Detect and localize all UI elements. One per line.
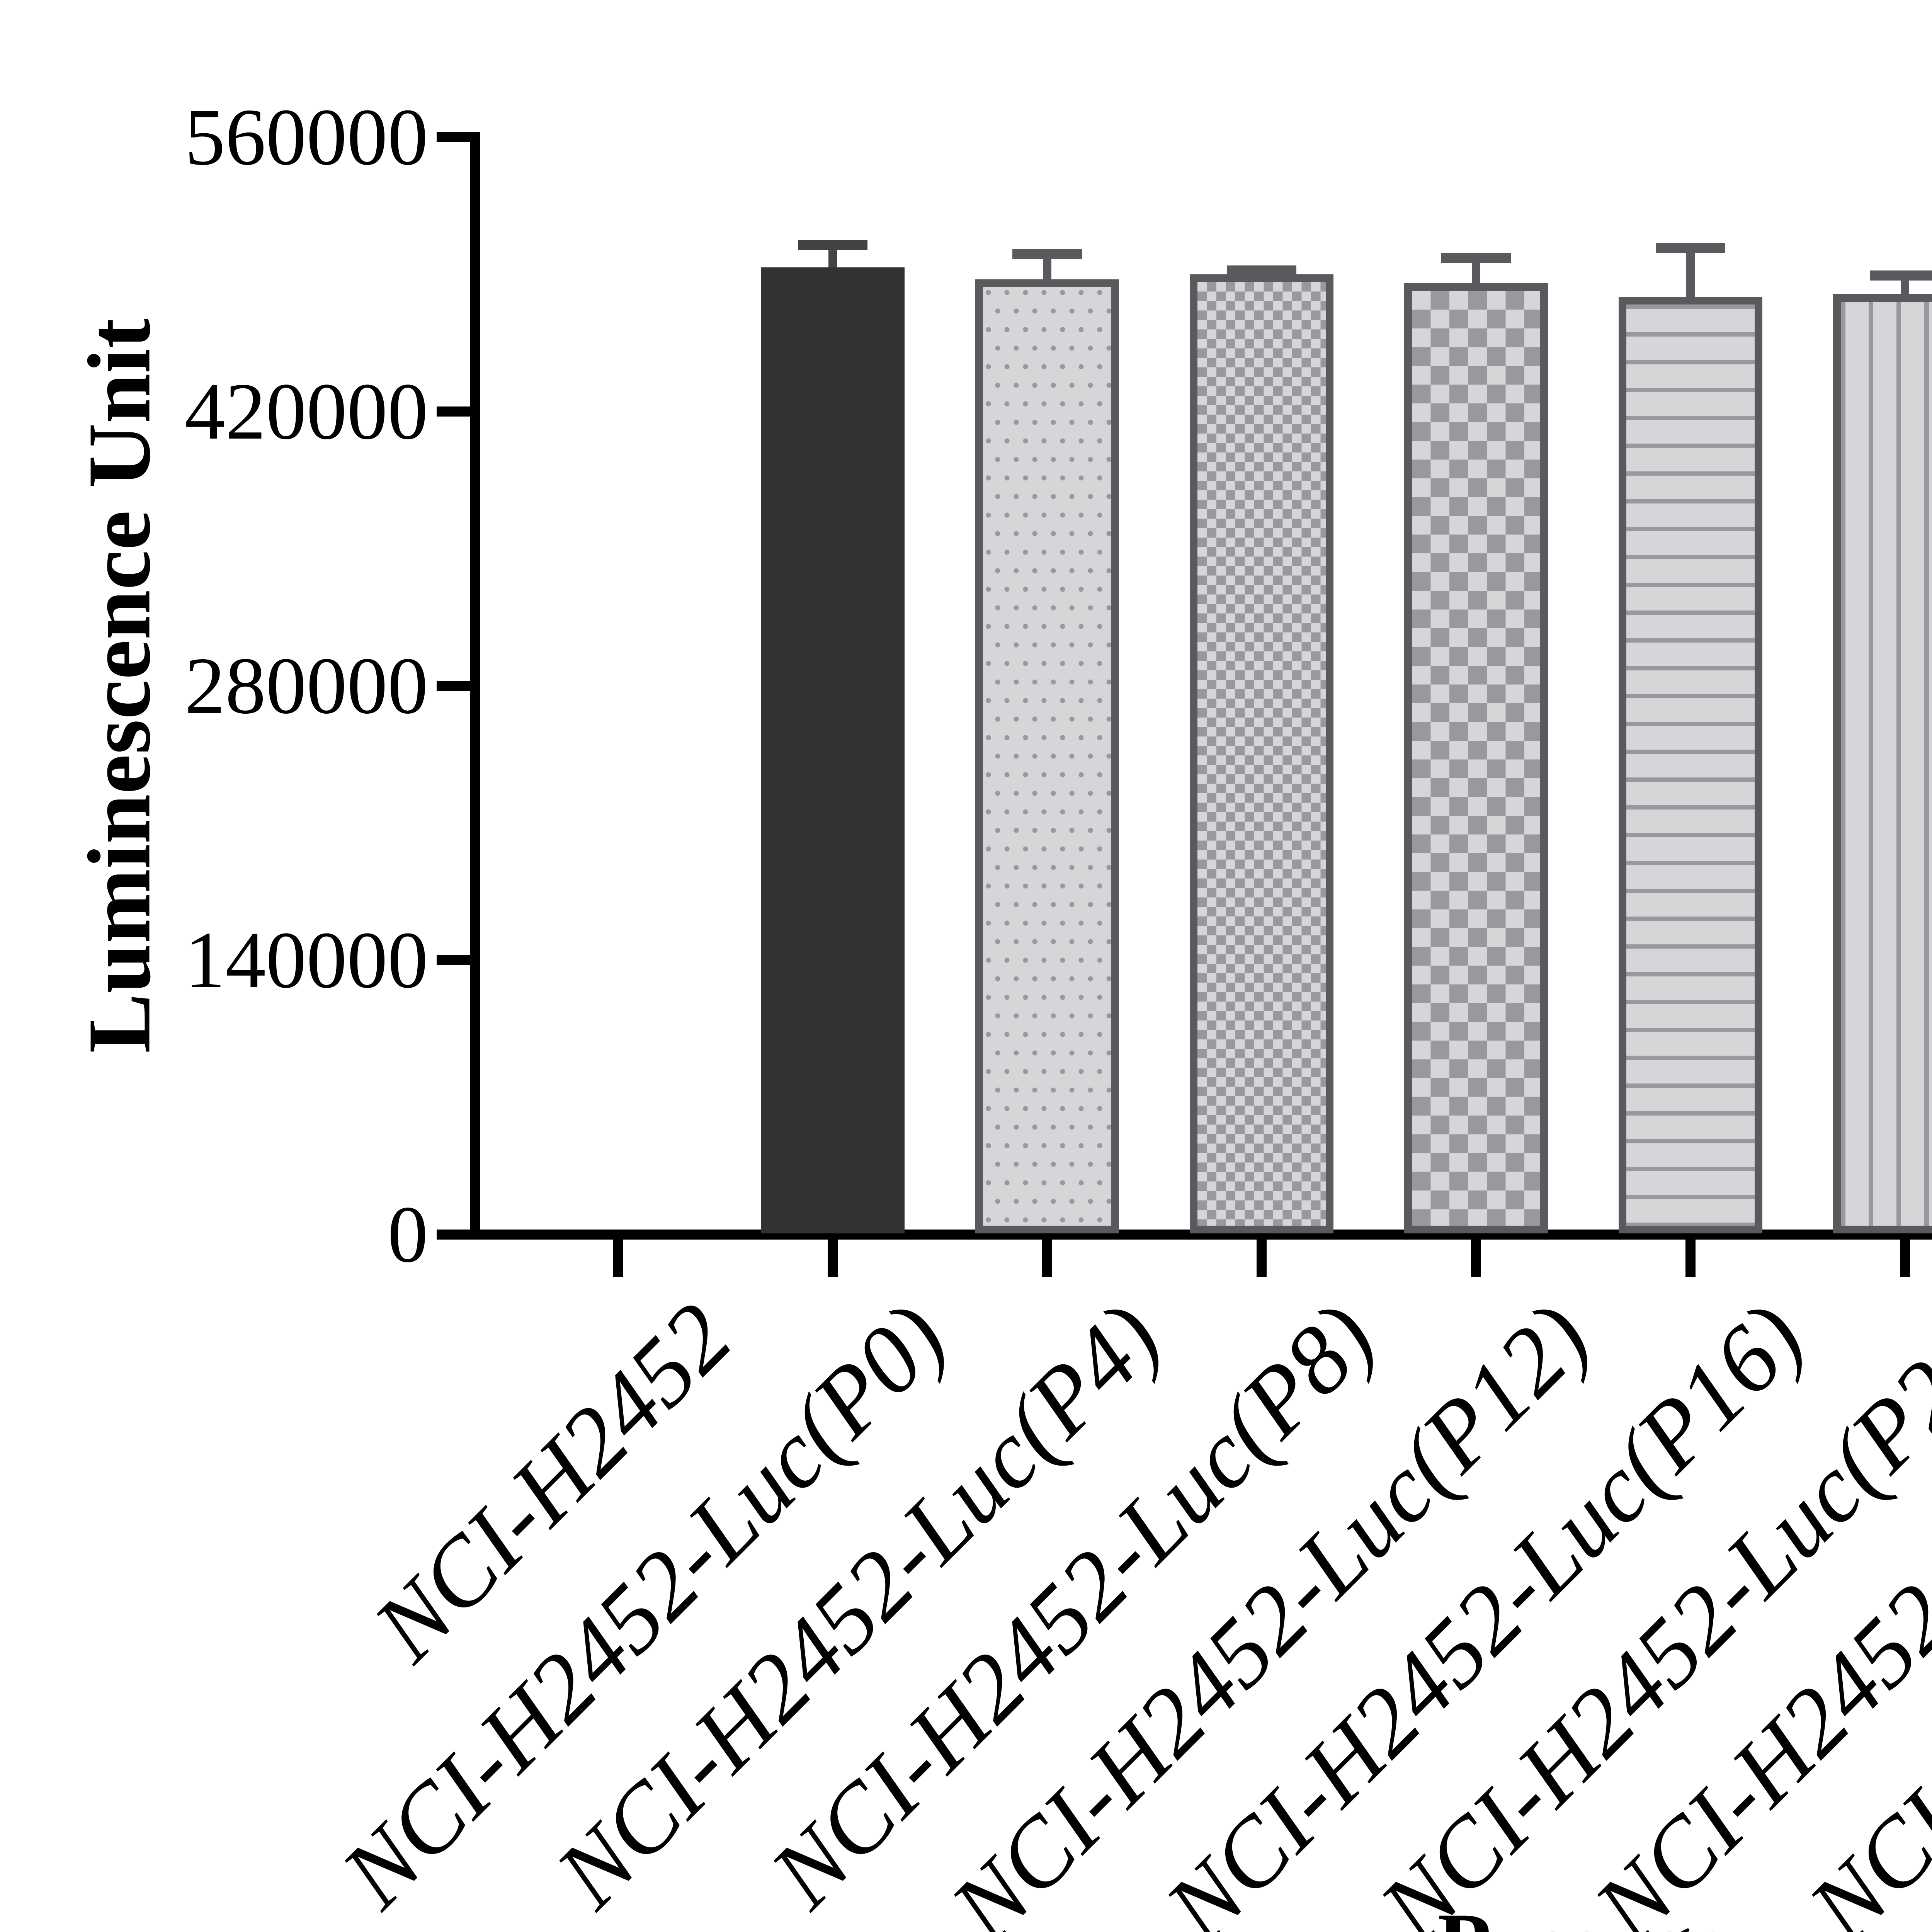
y-axis-title: Luminescence Unit (70, 318, 169, 1053)
error-bar-cap (798, 240, 867, 250)
error-bar-cap (1012, 249, 1082, 259)
y-tick-label: 140000 (185, 915, 428, 1005)
error-bar-stem (1686, 243, 1695, 297)
bar (1619, 297, 1762, 1233)
bar (1190, 274, 1333, 1233)
y-tick (437, 132, 471, 142)
x-tick (613, 1235, 623, 1277)
bar (761, 267, 905, 1233)
bar (975, 279, 1119, 1233)
y-tick (437, 681, 471, 691)
x-tick (1471, 1235, 1481, 1277)
bar (1833, 294, 1932, 1233)
y-tick-label: 560000 (185, 92, 428, 182)
y-tick-label: 420000 (185, 367, 428, 456)
y-tick (437, 955, 471, 965)
bar (1404, 283, 1548, 1233)
error-bar-cap (1656, 243, 1725, 253)
y-tick-label: 0 (388, 1190, 428, 1279)
y-tick-label: 280000 (185, 641, 428, 731)
y-tick (437, 1230, 471, 1240)
x-tick (1257, 1235, 1267, 1277)
y-axis-line (470, 132, 480, 1240)
error-bar-cap (1870, 270, 1932, 281)
x-tick (828, 1235, 838, 1277)
error-bar-cap (1441, 253, 1511, 263)
x-tick (1685, 1235, 1696, 1277)
x-tick (1042, 1235, 1052, 1277)
y-tick (437, 406, 471, 417)
error-bar-cap (1227, 265, 1296, 276)
x-tick (1900, 1235, 1910, 1277)
x-axis-title: Passage (1437, 1893, 1731, 1932)
